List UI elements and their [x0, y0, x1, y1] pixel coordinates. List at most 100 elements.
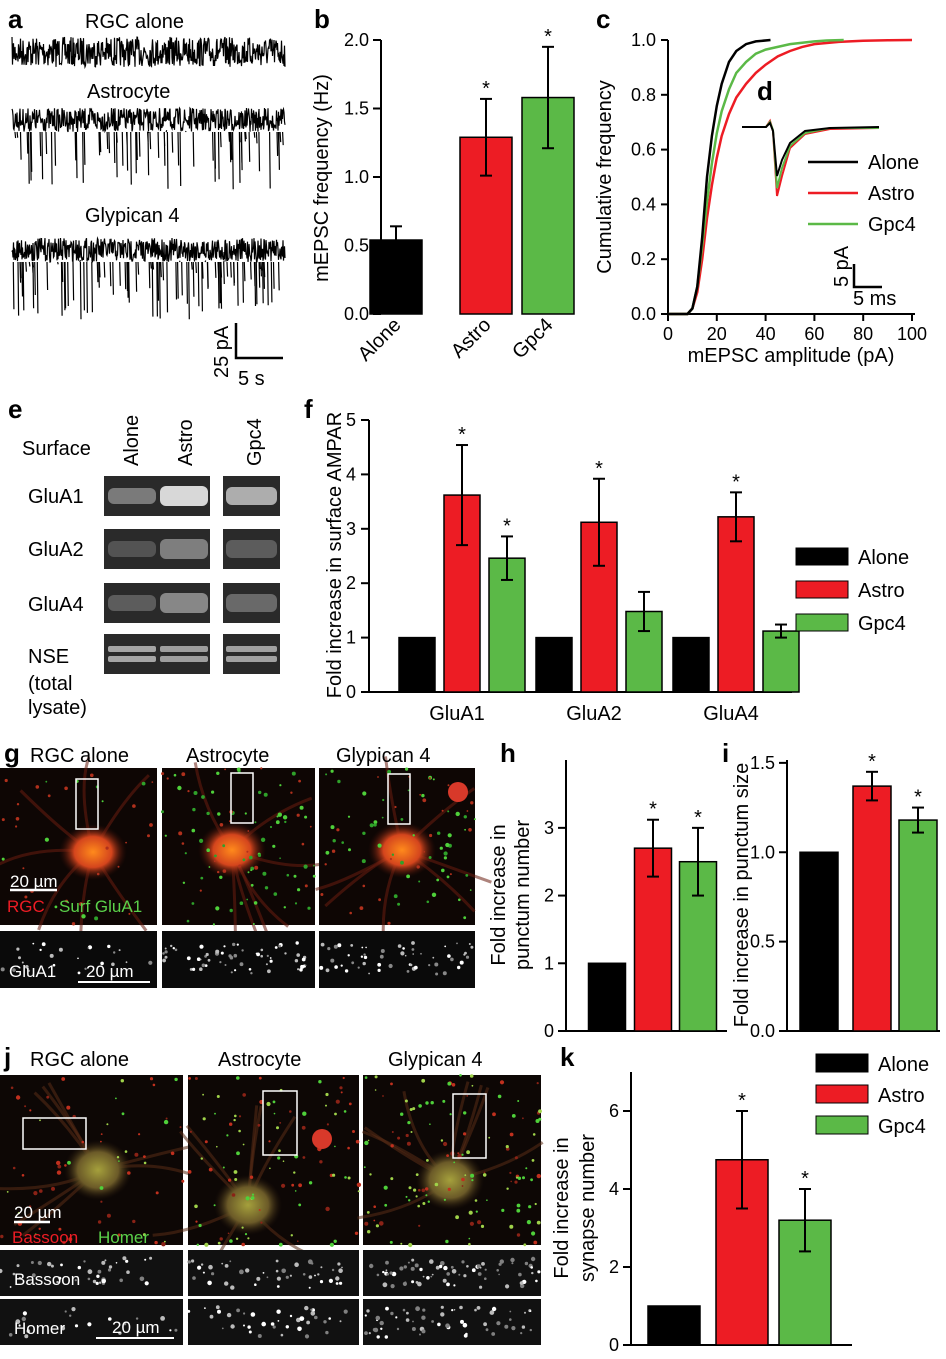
j-green-puncta — [216, 1145, 218, 1148]
e-band-gpc4-0 — [226, 487, 277, 505]
c-line-astro — [668, 38, 913, 316]
j-strip-puncta — [379, 1320, 384, 1326]
j-strip-puncta — [466, 1265, 469, 1268]
g-strip-puncta — [196, 957, 201, 961]
g-green-puncta — [247, 871, 250, 874]
g-strip-puncta — [12, 968, 16, 972]
j-strip-puncta — [405, 1318, 410, 1322]
d-scale-bar — [852, 264, 882, 289]
j-green-puncta — [497, 1094, 502, 1099]
panel-label-h: h — [500, 738, 516, 768]
j-strip-puncta — [26, 1329, 31, 1333]
j-green-puncta — [375, 1224, 379, 1228]
j-strip-puncta — [484, 1277, 487, 1280]
j-green-puncta — [278, 1242, 283, 1247]
g-red-puncta — [132, 804, 136, 808]
j-strip-puncta — [254, 1283, 257, 1286]
j-strip-puncta — [87, 1322, 92, 1327]
j-strip-puncta — [474, 1308, 477, 1312]
j-strip-puncta — [144, 1281, 149, 1286]
f-ytick-label-4: 4 — [346, 464, 356, 484]
g-strip-puncta — [406, 970, 410, 973]
j-strip-puncta — [256, 1276, 261, 1281]
j-strip-puncta — [531, 1271, 534, 1275]
j-red-puncta — [258, 1209, 261, 1211]
j-strip-puncta — [224, 1281, 229, 1286]
f-sig-star-0-2: * — [503, 515, 511, 537]
g-green-puncta — [239, 901, 244, 905]
j-green-puncta — [325, 1092, 329, 1097]
j-strip-puncta — [422, 1308, 426, 1312]
j-strip-puncta — [410, 1266, 415, 1271]
k-ytick-label-2: 4 — [609, 1179, 619, 1199]
g-red-puncta — [147, 834, 150, 838]
j-green-puncta — [374, 1089, 377, 1091]
g-strip-puncta — [201, 963, 206, 968]
panel-label-d: d — [757, 76, 773, 106]
j-green-puncta — [535, 1119, 540, 1123]
g-strip-puncta — [357, 966, 360, 969]
j-red-puncta — [188, 1077, 192, 1080]
g-red-puncta — [359, 906, 364, 910]
j-strip-puncta — [126, 1270, 130, 1274]
e-band-alone-2 — [108, 595, 156, 611]
j-red-puncta — [132, 1219, 136, 1224]
j-green-puncta — [482, 1173, 487, 1177]
j-strip-puncta — [415, 1306, 420, 1312]
j-green-puncta — [408, 1242, 413, 1248]
j-red-puncta — [364, 1221, 369, 1226]
j-green-puncta — [202, 1117, 206, 1121]
j-strip-puncta — [369, 1263, 374, 1269]
j-red-puncta — [33, 1191, 38, 1196]
j-soma-0 — [64, 1140, 132, 1200]
g-strip-puncta — [207, 958, 211, 962]
j-strip-puncta — [187, 1260, 191, 1264]
j-strip-puncta — [239, 1269, 244, 1275]
j-green-puncta — [425, 1194, 428, 1197]
c-xtick-label-4: 80 — [853, 324, 873, 344]
j-green-puncta — [269, 1167, 271, 1170]
j-strip-puncta — [243, 1312, 246, 1315]
j-strip-puncta — [504, 1324, 509, 1329]
g-red-puncta — [71, 922, 76, 926]
g-green-puncta — [206, 811, 210, 816]
g-green-puncta — [341, 841, 345, 844]
j-strip-puncta — [101, 1278, 106, 1284]
g-strip-puncta — [465, 955, 470, 959]
j-strip-puncta — [406, 1311, 409, 1315]
j-strip-puncta — [208, 1264, 213, 1270]
f-ylabel: Fold increase in surface AMPAR — [324, 412, 346, 698]
e-col-gpc4: Gpc4 — [244, 418, 266, 466]
j-strip-puncta — [221, 1327, 224, 1330]
j-strip2-label: Homer — [14, 1319, 65, 1338]
g-red-puncta — [15, 817, 20, 821]
k-ylabel-1: Fold increase in — [551, 1137, 573, 1278]
j-green-puncta — [488, 1136, 491, 1139]
j-green-puncta — [505, 1145, 509, 1149]
g-strip-puncta — [368, 972, 370, 975]
g-red-puncta — [423, 851, 426, 853]
j-strip-puncta — [524, 1261, 529, 1266]
g-red-puncta — [79, 902, 83, 906]
j-red-puncta — [457, 1152, 460, 1154]
j-strip-puncta — [221, 1262, 224, 1265]
j-green-puncta — [235, 1237, 239, 1241]
g-strip-scale-label: 20 µm — [86, 962, 134, 981]
j-red-puncta — [81, 1140, 85, 1144]
j-strip-puncta — [149, 1256, 153, 1260]
g-green-puncta — [330, 825, 335, 830]
j-red-puncta — [257, 1123, 261, 1127]
j-green-puncta — [530, 1178, 533, 1182]
j-green-puncta — [234, 1114, 237, 1118]
g-strip-puncta — [463, 953, 466, 956]
j-red-puncta — [326, 1123, 329, 1126]
g-green-puncta — [1, 857, 5, 861]
g-strip-puncta — [199, 967, 203, 971]
c-legend-label-astro: Astro — [868, 183, 915, 205]
j-strip-puncta — [236, 1308, 241, 1313]
g-scale-label: 20 µm — [10, 872, 58, 891]
j-strip-puncta — [524, 1311, 526, 1314]
g-red-puncta — [428, 777, 431, 780]
j-strip-puncta — [202, 1271, 205, 1274]
j-strip-puncta — [364, 1331, 368, 1335]
